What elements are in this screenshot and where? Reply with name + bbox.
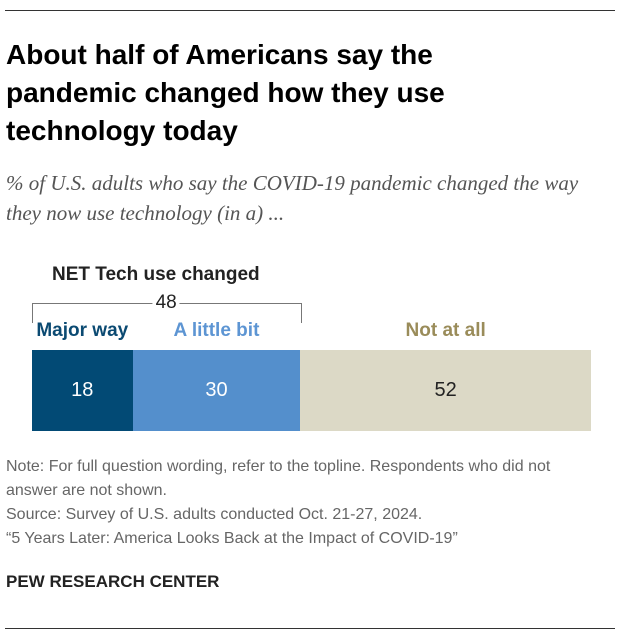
category-label-a-little-bit: A little bit (173, 320, 260, 341)
net-label: NET Tech use changed (52, 264, 260, 285)
category-label-not-at-all: Not at all (405, 320, 486, 341)
note-text: Note: For full question wording, refer t… (6, 458, 551, 499)
chart-subtitle: % of U.S. adults who say the COVID-19 pa… (6, 171, 579, 225)
notes: Note: For full question wording, refer t… (6, 455, 606, 551)
data-label: 52 (434, 379, 457, 401)
bar-segment-a-little-bit: 30 (132, 350, 301, 431)
bottom-rule (5, 628, 615, 629)
top-rule (5, 10, 615, 11)
source-text: Source: Survey of U.S. adults conducted … (6, 506, 423, 523)
data-label: 30 (205, 379, 228, 401)
report-title: “5 Years Later: America Looks Back at th… (6, 530, 458, 547)
pew-logo: PEW RESEARCH CENTER (6, 572, 220, 591)
category-label-major-way: Major way (36, 320, 129, 341)
net-value: 48 (152, 292, 180, 314)
data-label: 18 (71, 379, 94, 401)
bar-segment-major-way: 18 (32, 350, 133, 431)
chart-title: About half of Americans say the pandemic… (6, 39, 445, 146)
bar-segment-not-at-all: 52 (300, 350, 591, 431)
